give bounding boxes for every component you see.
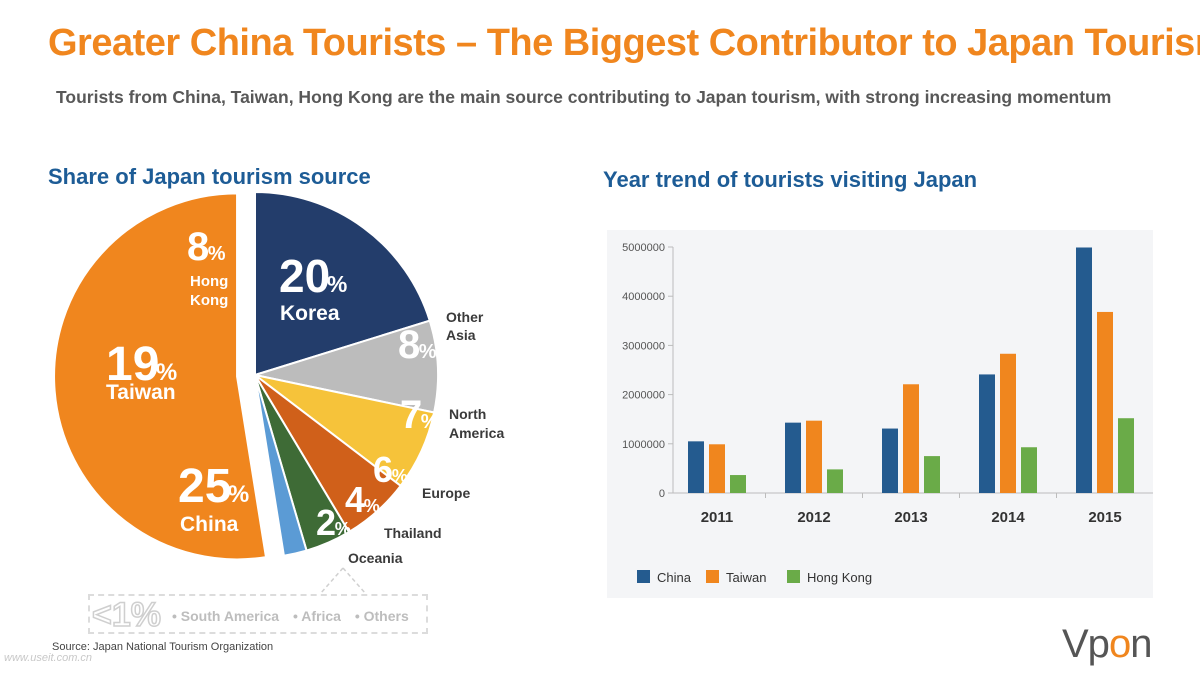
taiwan-label-percent-sign: % xyxy=(156,359,177,386)
bar-china-2015 xyxy=(1076,247,1092,493)
north-america-name-1: North xyxy=(449,406,486,422)
europe-label-value: 6 xyxy=(373,449,393,490)
minor-source-item: • South America xyxy=(172,608,280,624)
bar-taiwan-2015 xyxy=(1097,311,1113,493)
bar-hong-kong-2011 xyxy=(730,475,746,493)
pie-slice-oceania xyxy=(254,374,308,557)
bar-taiwan-2011 xyxy=(709,444,725,493)
bar-hong-kong-2012 xyxy=(827,469,843,493)
other-asia-label-percent-sign: % xyxy=(419,341,437,363)
y-tick-label: 2000000 xyxy=(622,390,665,402)
bar-chart-title: Year trend of tourists visiting Japan xyxy=(603,167,978,192)
legend-label-hong-kong: Hong Kong xyxy=(807,570,872,585)
oceania-label-value: 2 xyxy=(316,502,336,543)
bar-china-2014 xyxy=(979,374,995,493)
china-name: China xyxy=(180,513,239,536)
pie-slice-greater-china xyxy=(53,192,268,561)
x-tick-label-2012: 2012 xyxy=(797,509,830,526)
y-tick-label: 1000000 xyxy=(622,439,665,451)
pie-slice-korea xyxy=(254,190,431,377)
source-note: Source: Japan National Tourism Organizat… xyxy=(52,641,274,653)
other-asia-name-1: Other xyxy=(446,309,484,325)
x-tick-label-2013: 2013 xyxy=(894,509,927,526)
europe-name: Europe xyxy=(422,485,470,501)
minor-source-item: • Africa xyxy=(292,608,341,624)
logo-text-a: Vp xyxy=(1062,622,1110,666)
thailand-label-percent-sign: % xyxy=(364,496,380,516)
y-tick-label: 5000000 xyxy=(622,242,665,254)
bar-china-2013 xyxy=(882,428,898,493)
oceania-name: Oceania xyxy=(348,550,403,566)
y-tick-label: 4000000 xyxy=(622,291,665,303)
thailand-label-value: 4 xyxy=(345,479,365,520)
vpon-logo: Vpon xyxy=(1062,622,1152,667)
minor-sources-percent: <1% xyxy=(91,595,162,635)
x-tick-label-2015: 2015 xyxy=(1088,509,1121,526)
bar-chart-panel xyxy=(607,230,1153,598)
bar-taiwan-2012 xyxy=(806,420,822,493)
page-subtitle: Tourists from China, Taiwan, Hong Kong a… xyxy=(56,87,1112,107)
china-label-value: 25 xyxy=(178,460,231,513)
pie-chart-title: Share of Japan tourism source xyxy=(48,164,371,189)
north-america-label-value: 7 xyxy=(400,393,422,437)
watermark: www.useit.com.cn xyxy=(4,652,93,664)
hong-kong-name-2: Kong xyxy=(190,292,228,309)
taiwan-name: Taiwan xyxy=(106,381,176,404)
hong-kong-name-1: Hong xyxy=(190,273,228,290)
bar-hong-kong-2015 xyxy=(1118,418,1134,493)
thailand-name: Thailand xyxy=(384,525,442,541)
korea-name: Korea xyxy=(280,302,340,325)
legend-swatch-hong-kong xyxy=(787,570,800,583)
taiwan-label-value: 19 xyxy=(106,338,159,391)
bar-china-2012 xyxy=(785,422,801,493)
x-tick-label-2014: 2014 xyxy=(991,509,1025,526)
legend-label-taiwan: Taiwan xyxy=(726,570,766,585)
hong-kong-label-percent-sign: % xyxy=(208,243,226,265)
china-label-percent-sign: % xyxy=(228,481,249,508)
minor-sources-leader xyxy=(319,567,367,595)
legend-swatch-taiwan xyxy=(706,570,719,583)
bar-taiwan-2014 xyxy=(1000,353,1016,493)
pie-slice-other-asia xyxy=(251,319,439,414)
north-america-name-2: America xyxy=(449,425,504,441)
bar-taiwan-2013 xyxy=(903,384,919,493)
legend-swatch-china xyxy=(637,570,650,583)
y-tick-label: 3000000 xyxy=(622,340,665,352)
bar-chart: 0 1000000 2000000 3000000 4000000 5000000 2011… xyxy=(622,242,1153,585)
minor-sources-list: • South America • Africa • Others xyxy=(172,608,419,624)
bar-hong-kong-2014 xyxy=(1021,447,1037,493)
y-tick-label: 0 xyxy=(659,488,665,500)
legend-label-china: China xyxy=(657,570,692,585)
minor-source-item: • Others xyxy=(354,608,409,624)
hong-kong-label-value: 8 xyxy=(187,225,209,269)
pie-chart: 20%Korea8%7%6%4%2%8%HongKong19%Taiwan25%… xyxy=(53,190,504,595)
north-america-label-percent-sign: % xyxy=(421,411,439,433)
logo-text-c: n xyxy=(1130,622,1152,666)
bar-china-2011 xyxy=(688,441,704,493)
oceania-label-percent-sign: % xyxy=(335,519,351,539)
europe-label-percent-sign: % xyxy=(392,466,408,486)
other-asia-label-value: 8 xyxy=(398,323,420,367)
page-title: Greater China Tourists – The Biggest Con… xyxy=(48,22,1200,64)
korea-label-percent-sign: % xyxy=(327,271,347,297)
bar-hong-kong-2013 xyxy=(924,456,940,493)
logo-text-accent: o xyxy=(1108,622,1131,666)
x-tick-label-2011: 2011 xyxy=(701,509,734,526)
korea-label-value: 20 xyxy=(279,250,330,302)
other-asia-name-2: Asia xyxy=(446,327,476,343)
minor-sources-box xyxy=(88,594,428,634)
